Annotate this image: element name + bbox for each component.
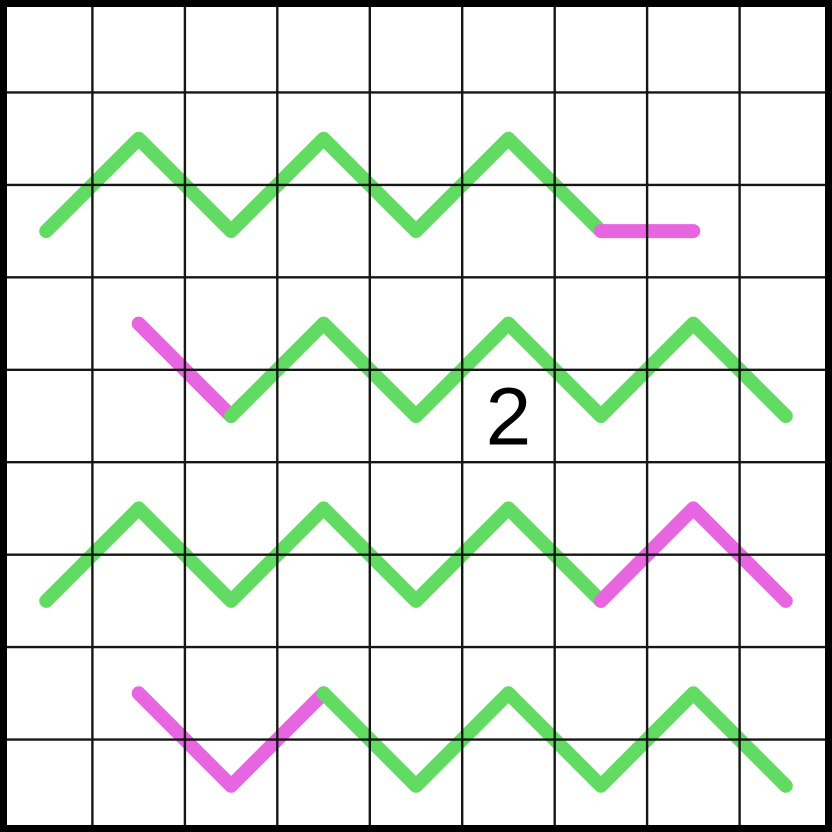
line-band3-green-zigzag: [39, 501, 608, 608]
line-band3-magenta-peak: [593, 501, 793, 608]
line-band1-green-zigzag: [39, 131, 608, 239]
line-band4-magenta-valley: [131, 686, 331, 793]
line-band2-green-zigzag: [224, 316, 793, 423]
given-digit-r4c5: 2: [486, 372, 532, 463]
